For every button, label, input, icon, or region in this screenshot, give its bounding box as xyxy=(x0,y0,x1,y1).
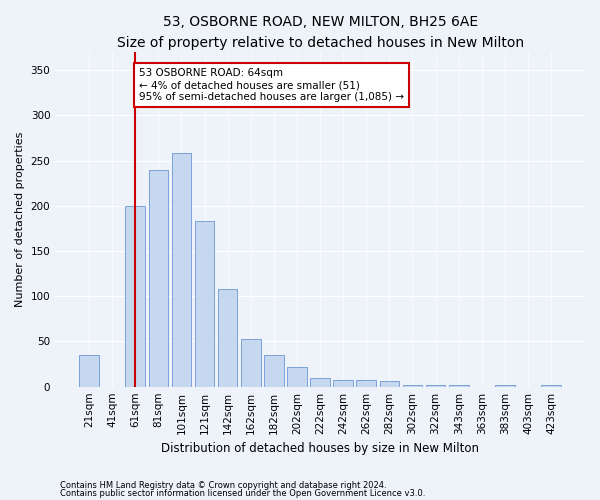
Bar xyxy=(356,380,376,386)
Bar xyxy=(403,385,422,386)
Text: 53 OSBORNE ROAD: 64sqm
← 4% of detached houses are smaller (51)
95% of semi-deta: 53 OSBORNE ROAD: 64sqm ← 4% of detached … xyxy=(139,68,404,102)
Y-axis label: Number of detached properties: Number of detached properties xyxy=(15,132,25,307)
X-axis label: Distribution of detached houses by size in New Milton: Distribution of detached houses by size … xyxy=(161,442,479,455)
Bar xyxy=(195,221,214,386)
Bar xyxy=(380,382,399,386)
Bar xyxy=(241,339,260,386)
Text: Contains HM Land Registry data © Crown copyright and database right 2024.: Contains HM Land Registry data © Crown c… xyxy=(60,480,386,490)
Bar xyxy=(218,289,238,386)
Bar xyxy=(172,154,191,386)
Bar xyxy=(541,385,561,386)
Bar xyxy=(287,367,307,386)
Bar xyxy=(449,385,469,386)
Bar xyxy=(149,170,168,386)
Bar xyxy=(426,385,445,386)
Bar xyxy=(495,385,515,386)
Bar xyxy=(79,355,99,386)
Bar xyxy=(334,380,353,386)
Bar xyxy=(310,378,330,386)
Title: 53, OSBORNE ROAD, NEW MILTON, BH25 6AE
Size of property relative to detached hou: 53, OSBORNE ROAD, NEW MILTON, BH25 6AE S… xyxy=(116,15,524,50)
Bar xyxy=(125,206,145,386)
Bar xyxy=(264,355,284,386)
Text: Contains public sector information licensed under the Open Government Licence v3: Contains public sector information licen… xyxy=(60,489,425,498)
